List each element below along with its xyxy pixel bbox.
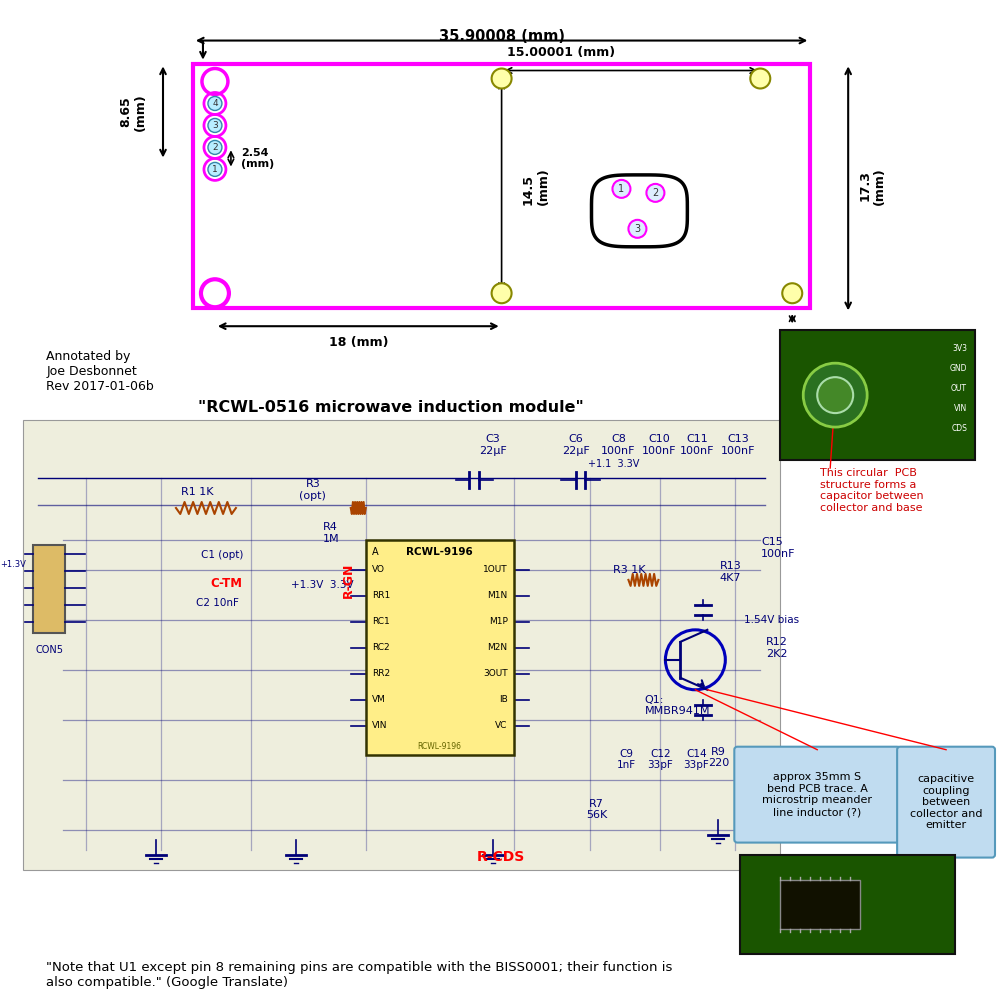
Bar <box>193 64 810 308</box>
Bar <box>780 880 860 929</box>
Text: 1.54V bias: 1.54V bias <box>744 615 799 625</box>
Text: 14.5
(mm): 14.5 (mm) <box>522 167 550 205</box>
Text: GND: GND <box>950 364 967 373</box>
Text: approx 35mm S
bend PCB trace. A
microstrip meander
line inductor (?): approx 35mm S bend PCB trace. A microstr… <box>762 772 872 817</box>
Text: RCWL-9196: RCWL-9196 <box>406 547 473 557</box>
Text: This circular  PCB
structure forms a
capacitor between
collector and base: This circular PCB structure forms a capa… <box>820 468 924 513</box>
Bar <box>33 545 65 633</box>
Text: R3 1K: R3 1K <box>613 565 646 575</box>
Text: VC: VC <box>495 721 508 730</box>
Text: 2: 2 <box>652 188 659 198</box>
Text: VIN: VIN <box>954 404 967 413</box>
Text: 0.75 (mm): 0.75 (mm) <box>800 333 873 346</box>
Circle shape <box>628 220 646 238</box>
Text: C12
33pF: C12 33pF <box>648 749 673 770</box>
Text: VM: VM <box>372 695 386 704</box>
Circle shape <box>612 180 630 198</box>
Text: C6
22μF: C6 22μF <box>562 434 589 456</box>
Text: CON5: CON5 <box>35 645 63 655</box>
Text: OUT: OUT <box>951 384 967 393</box>
Text: M1P: M1P <box>489 617 508 626</box>
FancyBboxPatch shape <box>897 747 995 858</box>
Text: 3: 3 <box>634 224 640 234</box>
Text: 2.54
(mm): 2.54 (mm) <box>241 148 274 169</box>
Text: R13
4K7: R13 4K7 <box>719 561 741 583</box>
Circle shape <box>492 69 512 88</box>
Text: 1: 1 <box>212 165 218 174</box>
Text: R4
1M: R4 1M <box>322 522 339 544</box>
Text: +1.1  3.3V: +1.1 3.3V <box>588 459 640 469</box>
Text: C10
100nF: C10 100nF <box>642 434 677 456</box>
Text: R9
220: R9 220 <box>708 747 729 768</box>
Text: RC2: RC2 <box>372 643 389 652</box>
Text: 1OUT: 1OUT <box>483 565 508 574</box>
Text: 3V3: 3V3 <box>952 344 967 353</box>
Text: 3OUT: 3OUT <box>483 669 508 678</box>
Text: 8.65
(mm): 8.65 (mm) <box>119 93 147 131</box>
Text: +1.3V: +1.3V <box>0 560 26 569</box>
Text: R-GN: R-GN <box>342 562 355 598</box>
Circle shape <box>817 377 853 413</box>
Text: capacitive
coupling
between
collector and
emitter: capacitive coupling between collector an… <box>910 774 982 830</box>
Text: "Note that U1 except pin 8 remaining pins are compatible with the BISS0001; thei: "Note that U1 except pin 8 remaining pin… <box>46 961 673 989</box>
Circle shape <box>750 69 770 88</box>
Bar <box>740 855 955 954</box>
Circle shape <box>208 140 222 154</box>
Text: M2N: M2N <box>487 643 508 652</box>
Text: 1: 1 <box>618 184 625 194</box>
Text: C9
1nF: C9 1nF <box>617 749 636 770</box>
Text: 18 (mm): 18 (mm) <box>329 336 388 349</box>
Text: C3
22μF: C3 22μF <box>479 434 506 456</box>
Text: 15.00001 (mm): 15.00001 (mm) <box>507 46 615 59</box>
Text: C1 (opt): C1 (opt) <box>201 550 243 560</box>
Text: C-TM: C-TM <box>210 577 242 590</box>
Circle shape <box>782 283 802 303</box>
Text: C13
100nF: C13 100nF <box>721 434 756 456</box>
Text: C8
100nF: C8 100nF <box>601 434 636 456</box>
Circle shape <box>208 118 222 132</box>
Circle shape <box>492 283 512 303</box>
Text: 3: 3 <box>212 121 218 130</box>
Text: 2: 2 <box>212 143 218 152</box>
Text: 4: 4 <box>212 99 218 108</box>
Text: IB: IB <box>499 695 508 704</box>
Text: C15
100nF: C15 100nF <box>761 537 796 559</box>
Text: Annotated by
Joe Desbonnet
Rev 2017-01-06b: Annotated by Joe Desbonnet Rev 2017-01-0… <box>46 350 154 393</box>
Text: 17.3
(mm): 17.3 (mm) <box>858 167 886 205</box>
Bar <box>23 420 780 870</box>
Text: C2 10nF: C2 10nF <box>196 598 239 608</box>
Text: VO: VO <box>372 565 385 574</box>
Text: R12
2K2: R12 2K2 <box>766 637 788 659</box>
Text: RCWL-9196: RCWL-9196 <box>418 742 462 751</box>
Text: R7
56K: R7 56K <box>586 799 607 820</box>
Polygon shape <box>592 175 687 247</box>
Text: RC1: RC1 <box>372 617 390 626</box>
Circle shape <box>646 184 664 202</box>
Text: M1N: M1N <box>487 591 508 600</box>
Text: 35.90008 (mm): 35.90008 (mm) <box>439 29 565 44</box>
Text: "RCWL-0516 microwave induction module": "RCWL-0516 microwave induction module" <box>198 400 584 415</box>
FancyBboxPatch shape <box>734 747 900 843</box>
Text: RR1: RR1 <box>372 591 390 600</box>
Text: Q1:
MMBR941M: Q1: MMBR941M <box>644 695 710 716</box>
Text: R1 1K: R1 1K <box>181 487 213 497</box>
Text: C14
33pF: C14 33pF <box>683 749 709 770</box>
Text: C11
100nF: C11 100nF <box>680 434 715 456</box>
Text: +1.3V  3.3V: +1.3V 3.3V <box>291 580 353 590</box>
Text: R3
(opt): R3 (opt) <box>299 479 326 501</box>
Text: RR2: RR2 <box>372 669 390 678</box>
Bar <box>780 330 975 460</box>
Text: CDS: CDS <box>951 424 967 433</box>
Text: R-CDS: R-CDS <box>476 850 525 864</box>
Circle shape <box>208 96 222 110</box>
Text: VIN: VIN <box>372 721 387 730</box>
Text: A: A <box>372 547 378 557</box>
Circle shape <box>208 162 222 176</box>
Bar <box>366 540 514 755</box>
Circle shape <box>803 363 867 427</box>
